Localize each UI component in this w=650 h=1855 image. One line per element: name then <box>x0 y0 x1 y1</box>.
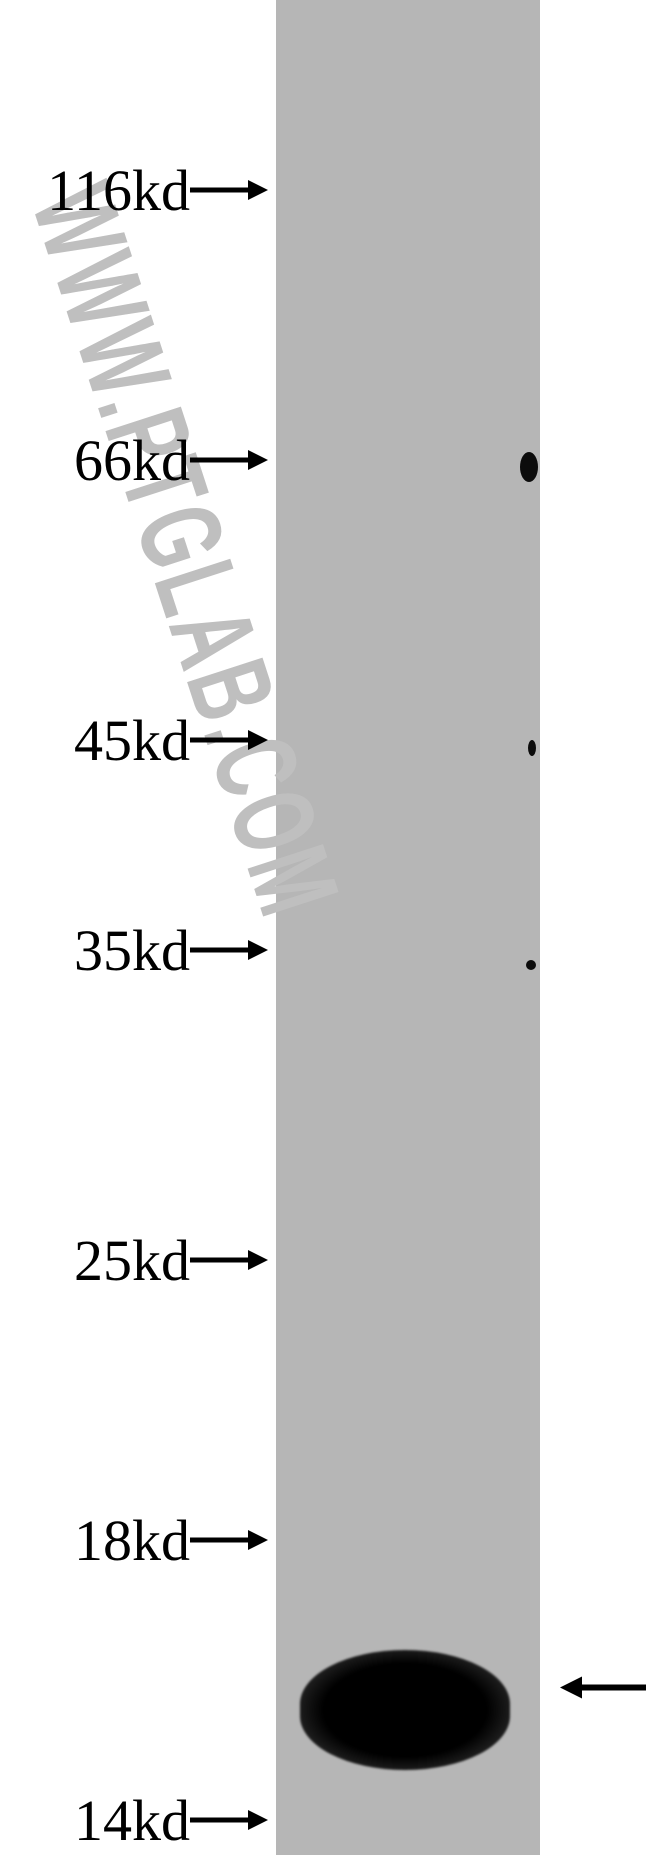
mw-marker-row: 14kd <box>0 1790 268 1850</box>
mw-marker-label: 66kd <box>0 427 190 494</box>
mw-marker-row: 116kd <box>0 160 268 220</box>
protein-band <box>300 1650 510 1770</box>
arrow-right-icon <box>190 1250 268 1270</box>
blot-canvas: WWW.PTGLAB.COM 116kd66kd45kd35kd25kd18kd… <box>0 0 650 1855</box>
lane-artifact-spot <box>520 452 538 482</box>
arrow-right-icon <box>190 180 268 200</box>
mw-marker-label: 35kd <box>0 917 190 984</box>
mw-marker-label: 14kd <box>0 1787 190 1854</box>
arrow-right-icon <box>190 1810 268 1830</box>
gel-lane <box>276 0 540 1855</box>
mw-marker-row: 45kd <box>0 710 268 770</box>
arrow-right-icon <box>190 940 268 960</box>
arrow-left-icon <box>560 1677 646 1699</box>
mw-marker-row: 66kd <box>0 430 268 490</box>
mw-marker-label: 25kd <box>0 1227 190 1294</box>
mw-marker-label: 116kd <box>0 157 190 224</box>
mw-marker-row: 18kd <box>0 1510 268 1570</box>
mw-marker-row: 25kd <box>0 1230 268 1290</box>
arrow-right-icon <box>190 1530 268 1550</box>
mw-marker-label: 45kd <box>0 707 190 774</box>
arrow-right-icon <box>190 450 268 470</box>
mw-marker-label: 18kd <box>0 1507 190 1574</box>
lane-artifact-spot <box>528 740 536 756</box>
arrow-right-icon <box>190 730 268 750</box>
lane-artifact-spot <box>526 960 536 970</box>
band-indicator-arrow <box>560 1677 646 1704</box>
mw-marker-row: 35kd <box>0 920 268 980</box>
